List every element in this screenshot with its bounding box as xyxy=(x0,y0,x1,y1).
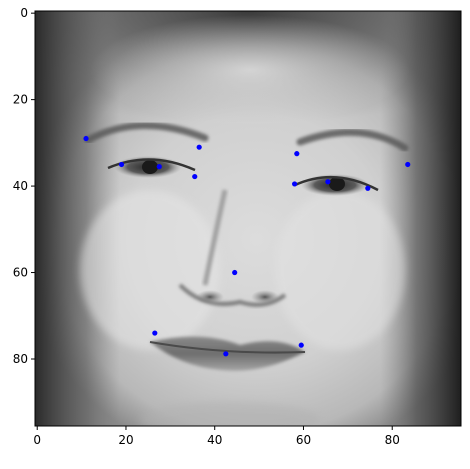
keypoint-12 xyxy=(152,330,158,336)
x-tick-label-3: 60 xyxy=(296,433,311,447)
keypoint-9 xyxy=(365,185,371,191)
keypoint-11 xyxy=(232,269,238,276)
axes-frame xyxy=(34,10,462,427)
keypoint-7 xyxy=(291,181,298,187)
keypoint-13 xyxy=(223,351,229,357)
y-tick-label-1: 20 xyxy=(13,93,28,107)
y-tick-label-3: 60 xyxy=(13,266,28,280)
x-tick-label-1: 20 xyxy=(118,433,133,447)
x-tick-label-0: 0 xyxy=(33,433,41,447)
keypoint-2 xyxy=(118,161,125,168)
y-tick-label-4: 80 xyxy=(13,352,28,366)
y-tick-label-0: 0 xyxy=(20,6,28,20)
face-photograph xyxy=(35,11,461,426)
keypoint-markers xyxy=(83,135,411,357)
x-axis-ticks: 0 20 40 60 80 xyxy=(33,426,400,447)
keypoint-8 xyxy=(325,179,331,185)
keypoint-5 xyxy=(192,173,198,180)
y-tick-label-2: 40 xyxy=(13,179,28,193)
keypoint-3 xyxy=(156,164,162,170)
keypoint-1 xyxy=(83,135,89,142)
keypoint-6 xyxy=(294,151,300,157)
keypoint-14 xyxy=(298,342,304,348)
x-tick-label-4: 80 xyxy=(385,433,400,447)
x-tick-label-2: 40 xyxy=(207,433,222,447)
y-axis-ticks: 0 20 40 60 80 xyxy=(13,6,35,366)
keypoint-10 xyxy=(405,161,411,168)
keypoint-4 xyxy=(196,144,202,150)
